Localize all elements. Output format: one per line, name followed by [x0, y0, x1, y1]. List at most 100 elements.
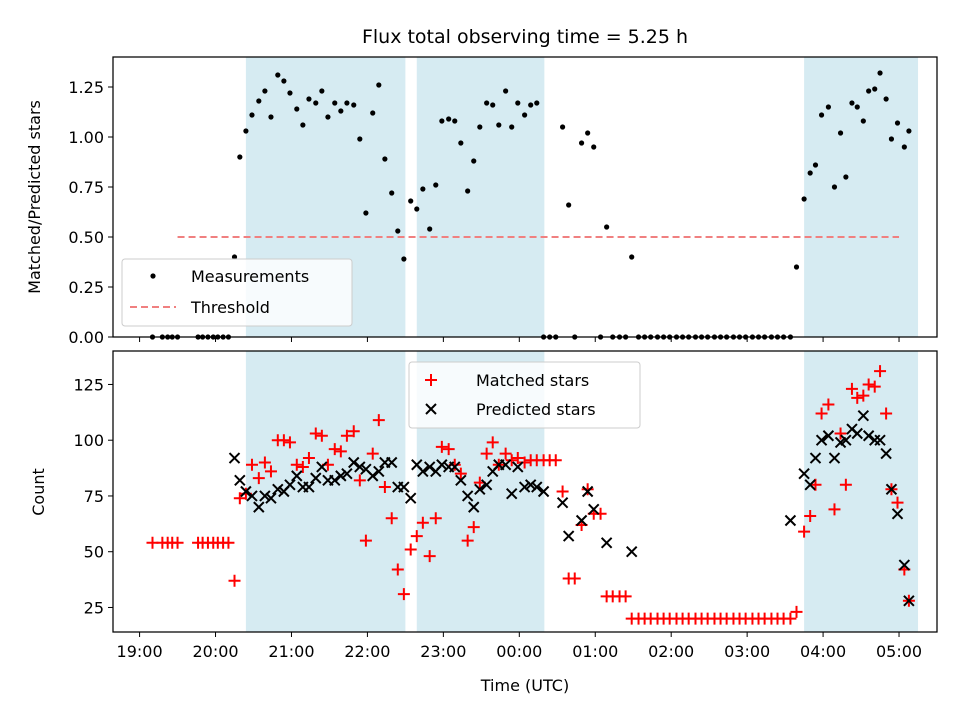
measurements-point-67: [578, 140, 585, 146]
measurements-point-58: [522, 112, 528, 118]
x-tick-label-5: 00:00: [496, 642, 542, 661]
measurements-point-27: [325, 114, 331, 120]
predicted-stars-point-17: [335, 470, 347, 482]
matched-stars-point-101: [790, 605, 803, 618]
predicted-stars-point-18: [341, 467, 353, 480]
predicted-stars-point-54: [588, 503, 600, 516]
predicted-stars-point-0: [228, 452, 241, 464]
matched-stars-point-38: [391, 563, 404, 576]
matched-stars-point-52: [480, 447, 493, 460]
predicted-stars-point-6: [265, 492, 277, 504]
predicted-stars-point-76: [903, 595, 915, 607]
matched-stars-point-100: [784, 612, 797, 625]
x-tick-label-2: 21:00: [268, 642, 314, 661]
y-tick-label-1: 0.25: [68, 278, 104, 297]
predicted-stars-point-51: [562, 530, 575, 542]
measurements-point-112: [860, 118, 866, 124]
matched-stars-point-30: [340, 429, 353, 442]
predicted-stars-point-52: [575, 514, 588, 527]
matched-stars-point-26: [315, 429, 328, 442]
top-panel-x-ticks: [139, 337, 900, 342]
predicted-stars-point-30: [417, 465, 429, 478]
matched-stars-point-58: [518, 456, 531, 469]
matched-stars-point-66: [568, 572, 581, 585]
matched-stars-point-46: [442, 443, 455, 456]
measurements-point-109: [843, 174, 849, 180]
predicted-stars-point-50: [556, 496, 569, 509]
matched-stars-point-50: [467, 521, 480, 534]
measurements-point-49: [465, 188, 471, 194]
predicted-stars-point-73: [885, 483, 898, 495]
predicted-stars-point-59: [804, 479, 816, 491]
measurements-point-24: [306, 96, 312, 102]
y-tick-label-2: 75: [84, 487, 104, 506]
matched-stars-point-4: [171, 536, 184, 549]
legend-measurements-label: Measurements: [191, 267, 309, 286]
measurements-point-54: [496, 122, 502, 128]
y-tick-label-0: 0.00: [68, 328, 104, 347]
predicted-stars-point-68: [857, 409, 870, 422]
measurements-point-115: [877, 70, 883, 76]
measurements-point-71: [604, 224, 610, 230]
measurements-point-68: [585, 130, 591, 136]
measurements-point-19: [275, 72, 281, 78]
predicted-stars-point-43: [499, 459, 512, 471]
measurements-point-39: [401, 256, 407, 262]
count-points: [146, 365, 915, 625]
measurements-point-13: [237, 154, 243, 160]
matched-stars-point-16: [252, 472, 265, 485]
predicted-stars-point-19: [348, 456, 360, 469]
predicted-stars-point-63: [828, 452, 841, 464]
matched-stars-point-107: [828, 503, 841, 516]
matched-stars-point-20: [277, 434, 290, 447]
predicted-stars-point-36: [455, 474, 467, 487]
matched-stars-point-15: [245, 458, 258, 471]
measurements-point-42: [420, 186, 426, 192]
measurements-point-34: [370, 110, 376, 116]
matched-stars-point-115: [874, 365, 887, 378]
predicted-stars-point-48: [531, 481, 543, 493]
bottom-panel-y-ticks: 25 50 75 100 125: [73, 375, 113, 617]
x-tick-label-10: 05:00: [876, 642, 922, 661]
matched-stars-point-102: [798, 525, 811, 538]
measurements-point-28: [332, 100, 338, 106]
predicted-stars-point-9: [284, 479, 296, 491]
y-tick-label-4: 125: [73, 375, 104, 394]
measurements-point-102: [801, 196, 807, 202]
measurements-point-41: [414, 206, 420, 212]
predicted-stars-point-49: [537, 485, 550, 498]
matched-stars-point-32: [353, 474, 366, 487]
predicted-stars-point-61: [815, 434, 828, 446]
matched-stars-point-53: [486, 436, 499, 449]
predicted-stars-point-25: [386, 456, 398, 469]
matched-stars-point-12: [228, 574, 241, 587]
legend-predicted-marker: [425, 403, 437, 415]
predicted-stars-point-75: [898, 559, 911, 571]
top-panel-shaded-regions: [245, 57, 919, 337]
matched-stars-point-24: [302, 452, 315, 465]
predicted-stars-point-16: [329, 474, 341, 487]
matched-stars-point-114: [868, 380, 881, 393]
measurements-point-107: [831, 184, 838, 190]
matched-stars-point-25: [309, 427, 322, 440]
shaded-region-2: [804, 57, 919, 337]
predicted-stars-point-27: [398, 481, 410, 493]
predicted-stars-point-58: [798, 467, 810, 480]
predicted-stars-point-57: [784, 514, 797, 527]
bottom-legend-box: [408, 361, 641, 429]
measurements-point-48: [458, 140, 464, 146]
measurements-point-17: [262, 88, 268, 94]
predicted-stars-point-65: [840, 434, 852, 446]
predicted-stars-point-4: [253, 501, 265, 513]
measurements-point-50: [471, 158, 477, 164]
predicted-stars-point-31: [423, 461, 436, 473]
top-panel-y-ticks: 0.00 0.25 0.50 0.75 1.00 1.25: [68, 78, 113, 347]
top-panel-legend: Measurements Threshold: [121, 258, 353, 327]
top-panel-frame: [112, 56, 938, 338]
matched-stars-point-70: [594, 507, 607, 520]
predicted-stars-point-10: [291, 470, 303, 482]
top-panel: 0.00 0.25 0.50 0.75 1.00 1.25 Matched/Predict…: [25, 56, 938, 347]
measurements-point-16: [256, 98, 262, 104]
measurements-point-105: [818, 112, 825, 118]
measurements-point-110: [849, 100, 855, 106]
